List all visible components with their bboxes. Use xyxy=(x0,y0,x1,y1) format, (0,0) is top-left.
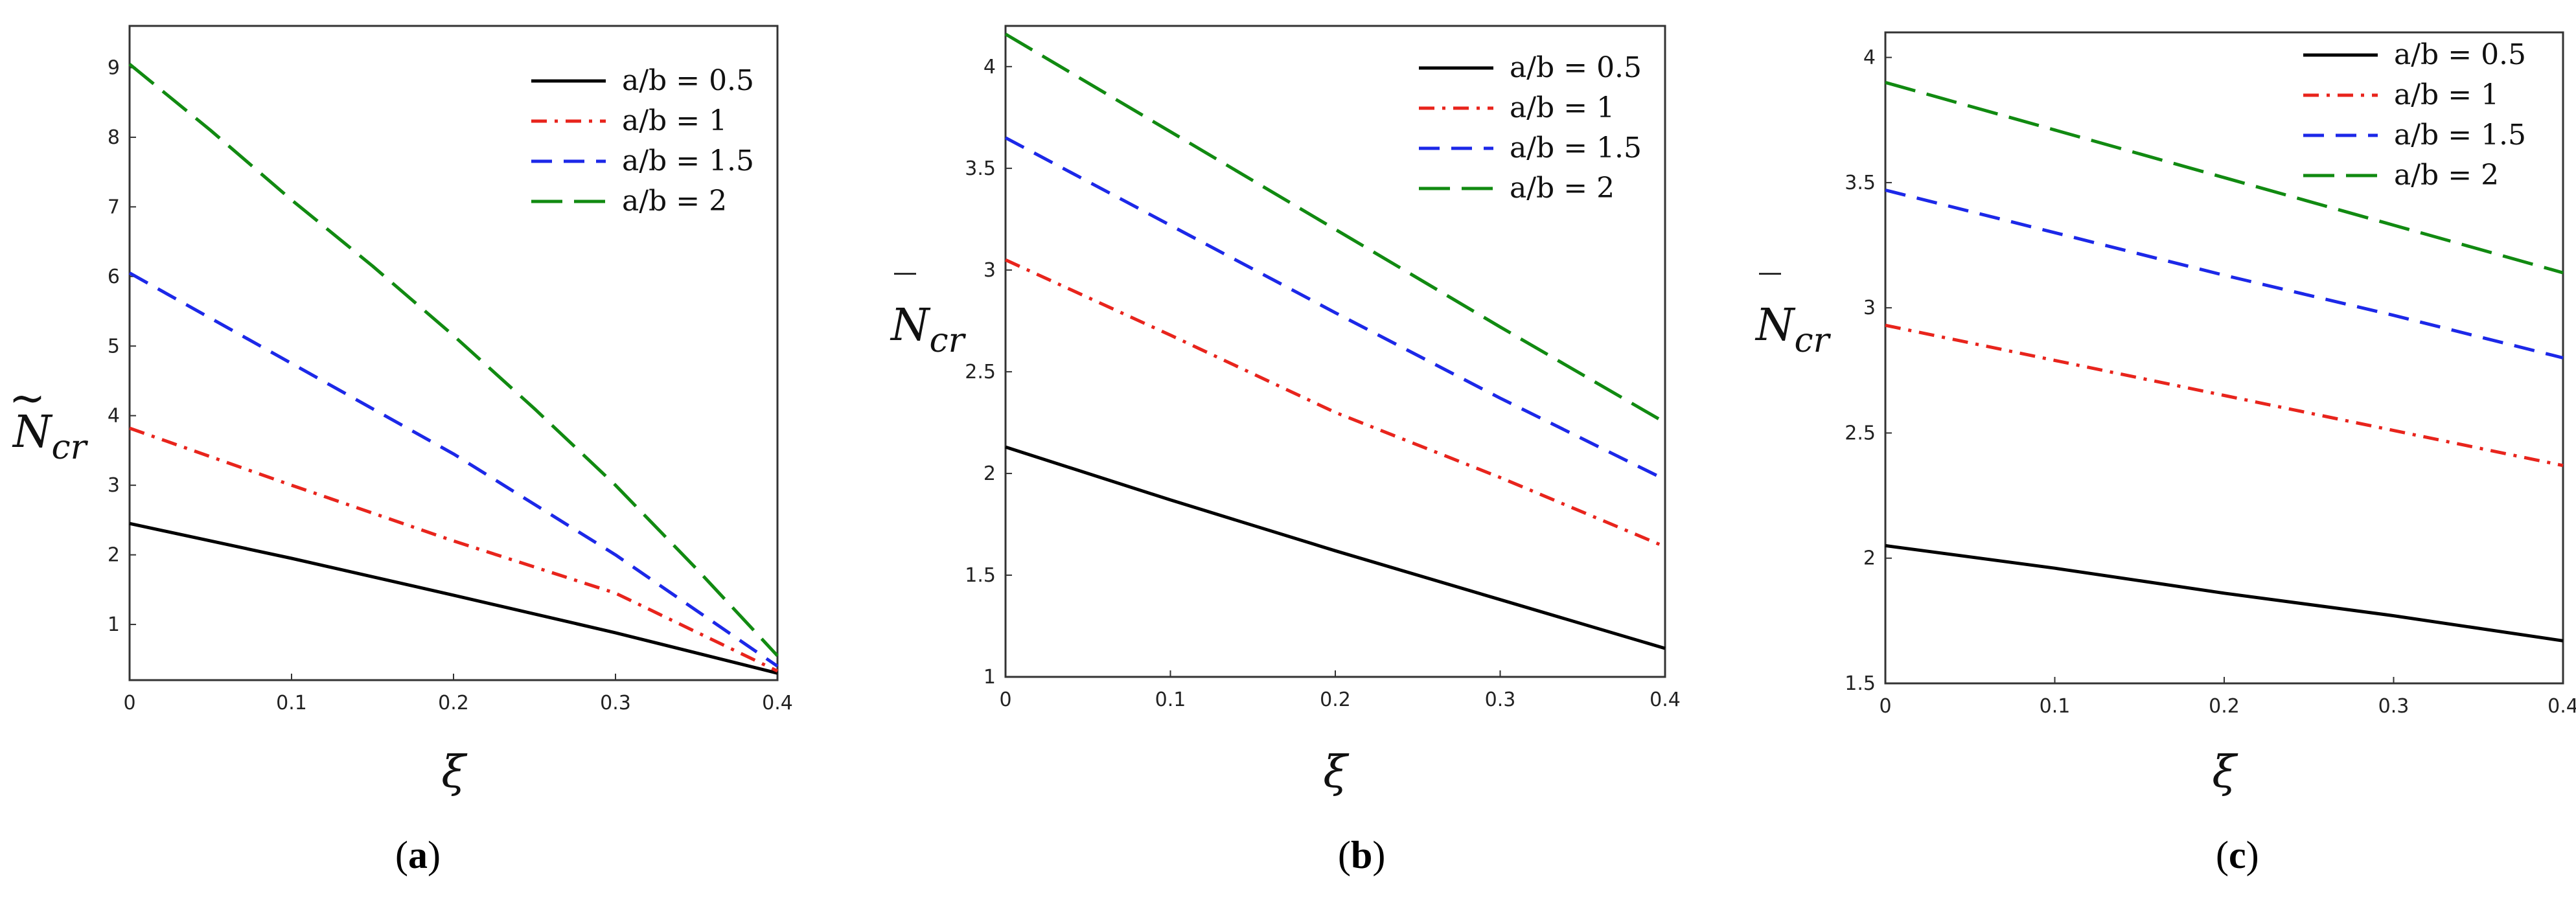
y-tick-label: 2 xyxy=(108,544,120,567)
y-axis-label-accent: ‾ xyxy=(1759,266,1781,317)
y-axis-label-base: N xyxy=(12,407,53,458)
series-line-0 xyxy=(129,521,778,675)
y-tick-label: 4 xyxy=(108,405,120,428)
caption-close: ) xyxy=(428,834,441,876)
y-tick-label: 3 xyxy=(1863,297,1876,319)
y-tick-label: 3 xyxy=(108,474,120,497)
y-tick-label: 9 xyxy=(108,56,120,79)
series-line-2 xyxy=(1885,188,2564,359)
caption-close: ) xyxy=(1372,834,1385,876)
panel-caption: (b) xyxy=(1338,834,1385,876)
y-tick-label: 5 xyxy=(108,335,120,358)
caption-open: ( xyxy=(395,834,408,876)
y-tick-label: 6 xyxy=(108,266,120,288)
x-tick-label: 0.3 xyxy=(600,692,631,714)
legend-label: a/b = 1.5 xyxy=(2394,119,2526,152)
chart-panel-b: 0 0.1 0.2 0.3 0.4 1 1.5 2 2.5 3 3.5 4 a/b = 0.5 a/b =… xyxy=(890,25,1681,876)
chart-panel-c: 0 0.1 0.2 0.3 0.4 1.5 2 2.5 3 3.5 4 a/b = 0.5 a/b = … xyxy=(1754,31,2576,876)
x-tick-label: 0.2 xyxy=(438,692,469,714)
x-tick-label: 0 xyxy=(999,689,1011,711)
y-axis-label-base: N xyxy=(890,300,931,351)
legend-label: a/b = 2 xyxy=(1510,172,1615,205)
series-line-2 xyxy=(128,271,779,668)
legend-label: a/b = 2 xyxy=(2394,159,2499,192)
x-tick-label: 0.3 xyxy=(1485,689,1516,711)
y-tick-label: 2 xyxy=(1863,547,1876,570)
legend-label: a/b = 1.5 xyxy=(622,144,754,177)
y-tick-label: 8 xyxy=(108,126,120,149)
legend-label: a/b = 1.5 xyxy=(1510,131,1642,165)
y-tick-label: 1.5 xyxy=(965,564,996,587)
series-line-0 xyxy=(1005,445,1666,650)
series-line-2 xyxy=(1004,136,1666,481)
y-tick-label: 1 xyxy=(108,613,120,636)
y-tick-label: 3 xyxy=(983,259,996,282)
x-tick-label: 0.4 xyxy=(1650,689,1681,711)
series-line-1 xyxy=(1004,258,1666,549)
x-tick-label: 0.2 xyxy=(1320,689,1351,711)
x-axis-label: ξ xyxy=(1323,747,1350,798)
series-line-3 xyxy=(128,63,779,657)
series-line-3 xyxy=(1885,80,2564,275)
series-line-1 xyxy=(129,426,779,673)
y-axis-label-sub: cr xyxy=(52,428,89,467)
x-axis-label: ξ xyxy=(441,747,468,798)
y-axis-label-base: N xyxy=(1754,300,1796,351)
chart-panel-a: 0 0.1 0.2 0.3 0.4 1 2 3 4 5 6 7 8 9 a/b = 0.5 a/b = 1 a/… xyxy=(9,25,793,876)
y-tick-label: 2.5 xyxy=(1845,422,1876,444)
x-axis-label: ξ xyxy=(2212,747,2238,798)
caption-close: ) xyxy=(2246,834,2259,876)
y-tick-label: 7 xyxy=(108,196,120,218)
y-axis-label-sub: cr xyxy=(930,321,967,360)
caption-letter: a xyxy=(408,834,428,876)
y-tick-label: 4 xyxy=(1863,47,1876,69)
x-tick-label: 0.2 xyxy=(2209,695,2240,718)
y-axis-label-accent: ~ xyxy=(9,373,46,424)
y-tick-label: 2.5 xyxy=(965,361,996,383)
caption-letter: b xyxy=(1351,834,1372,876)
caption-open: ( xyxy=(1338,834,1351,876)
y-tick-label: 1 xyxy=(983,666,996,689)
x-tick-label: 0.1 xyxy=(1155,689,1186,711)
x-tick-label: 0.4 xyxy=(762,692,793,714)
y-tick-label: 1.5 xyxy=(1845,672,1876,695)
y-tick-label: 2 xyxy=(983,462,996,485)
series-line-0 xyxy=(1885,543,2564,643)
legend-label: a/b = 0.5 xyxy=(1510,51,1642,84)
series-line-1 xyxy=(1885,323,2564,468)
legend-label: a/b = 1 xyxy=(1510,91,1615,124)
legend-label: a/b = 0.5 xyxy=(622,64,754,97)
y-axis-label: Ncr xyxy=(890,300,967,360)
y-axis-label-accent: ‾ xyxy=(894,266,916,317)
legend-label: a/b = 1 xyxy=(622,104,727,137)
x-tick-label: 0 xyxy=(1879,695,1891,718)
y-axis-label: Ncr xyxy=(12,407,89,467)
caption-letter: c xyxy=(2229,834,2246,876)
x-tick-label: 0.1 xyxy=(276,692,307,714)
x-tick-label: 0.4 xyxy=(2547,695,2576,718)
x-tick-label: 0.1 xyxy=(2040,695,2071,718)
legend-label: a/b = 1 xyxy=(2394,78,2499,111)
y-tick-label: 4 xyxy=(983,56,996,78)
legend-label: a/b = 0.5 xyxy=(2394,38,2526,71)
panel-caption: (a) xyxy=(395,834,441,876)
x-tick-label: 0.3 xyxy=(2378,695,2409,718)
legend-label: a/b = 2 xyxy=(622,185,727,218)
y-tick-label: 3.5 xyxy=(1845,172,1876,194)
y-axis-label-sub: cr xyxy=(1795,321,1832,360)
x-tick-label: 0 xyxy=(123,692,135,714)
y-tick-label: 3.5 xyxy=(965,157,996,180)
panel-caption: (c) xyxy=(2216,834,2259,876)
y-axis-label: Ncr xyxy=(1754,300,1832,360)
caption-open: ( xyxy=(2216,834,2229,876)
